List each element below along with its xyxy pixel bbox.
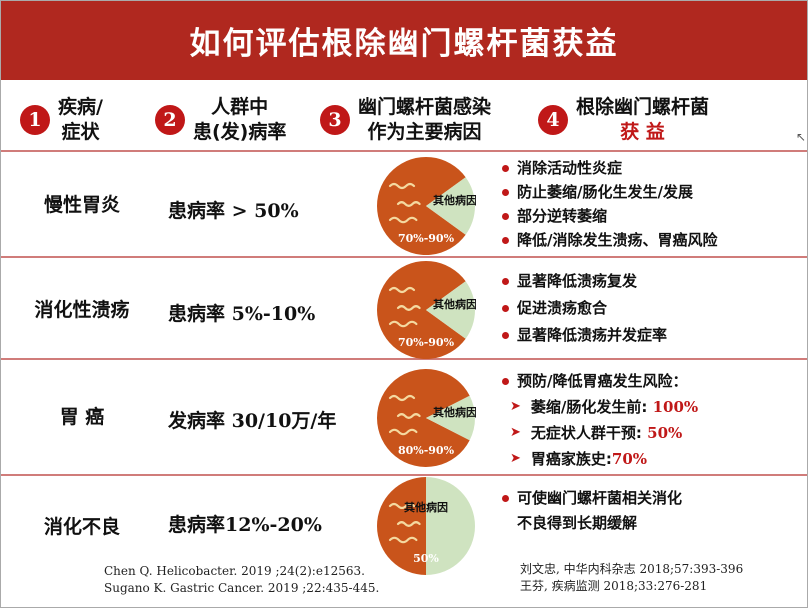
bacteria-icon (396, 413, 421, 419)
bacteria-icon (388, 394, 416, 402)
references-cn: 刘文忠, 中华内科杂志 2018;57:393-396 王芬, 疾病监测 201… (520, 562, 744, 593)
header-cause-line2: 作为主要病因 (367, 121, 482, 143)
rate-label: 患病率 5%-10% (168, 303, 316, 325)
pie-svg: 其他病因 80%-90% (377, 369, 477, 467)
list-item: ➤ 无症状人群干预: 50% (510, 424, 683, 442)
header-rate: 2 人群中 患(发)病率 (155, 92, 286, 148)
number-badge-1: 1 (20, 105, 50, 135)
disease-label: 消化不良 (43, 516, 120, 538)
rate-label: 发病率 30/10万/年 (168, 410, 337, 432)
pie-label-main: 50% (413, 552, 439, 565)
header-disease-line1: 疾病/ (58, 96, 103, 118)
pie-slice-other (426, 281, 475, 339)
bacteria-icon (396, 201, 421, 207)
header-disease: 1 疾病/ 症状 (20, 92, 103, 148)
row-divider (0, 358, 808, 360)
list-item: ➤ 胃癌家族史: 70% (510, 450, 648, 468)
bacteria-icon (388, 428, 418, 436)
list-item: 不良得到长期缓解 (517, 514, 638, 532)
rate-label: 患病率 > 50% (168, 200, 299, 222)
benefit-list: 显著降低溃疡复发 促进溃疡愈合 显著降低溃疡并发症率 (502, 268, 667, 349)
pie-chart: 其他病因 50% (376, 476, 476, 580)
header-rate-line1: 人群中 (211, 96, 269, 118)
header-disease-line2: 症状 (61, 121, 100, 143)
pie-chart: 其他病因 70%-90% (376, 260, 477, 364)
bacteria-icon (396, 521, 421, 527)
page-title: 如何评估根除幽门螺杆菌获益 (189, 25, 619, 62)
pie-slice-helicobacter (377, 261, 466, 359)
header-benefit-line2: 获 益 (620, 121, 665, 143)
list-item: 防止萎缩/肠化生发生/发展 (502, 180, 717, 204)
pie-label-other: 其他病因 (404, 500, 448, 514)
bacteria-icon (388, 536, 418, 544)
list-item: 促进溃疡愈合 (502, 295, 667, 322)
pie-chart: 其他病因 70%-90% (376, 156, 477, 260)
title-bar: 如何评估根除幽门螺杆菌获益 (0, 0, 808, 80)
list-item: 降低/消除发生溃疡、胃癌风险 (502, 228, 717, 252)
disease-label: 胃 癌 (59, 406, 105, 428)
pie-slice-helicobacter (377, 477, 426, 575)
pie-slice-other (426, 177, 475, 235)
number-badge-4: 4 (538, 105, 568, 135)
pie-svg: 其他病因 70%-90% (377, 157, 477, 255)
row-divider (0, 474, 808, 476)
header-benefit: 4 根除幽门螺杆菌 获 益 (538, 92, 709, 148)
disease-label: 慢性胃炎 (43, 194, 120, 216)
pie-slice-other (426, 395, 475, 441)
list-item: ➤ 萎缩/肠化发生前: 100% (510, 398, 699, 416)
benefit-list: 消除活动性炎症 防止萎缩/肠化生发生/发展 部分逆转萎缩 降低/消除发生溃疡、胃… (502, 156, 717, 252)
mouse-cursor-icon: ↖ (796, 130, 807, 144)
bacteria-icon (388, 286, 416, 294)
header-benefit-line1: 根除幽门螺杆菌 (576, 96, 710, 118)
pie-svg: 其他病因 50% (377, 477, 475, 575)
bacteria-icon (388, 216, 418, 224)
pie-label-main: 70%-90% (398, 232, 455, 245)
pie-label-main: 70%-90% (398, 336, 455, 349)
bacteria-icon (396, 305, 421, 311)
header-cause: 3 幽门螺杆菌感染 作为主要病因 (320, 92, 491, 148)
pie-label-other: 其他病因 (433, 405, 476, 419)
rate-label: 患病率12%-20% (168, 514, 322, 536)
number-badge-2: 2 (155, 105, 185, 135)
row-divider (0, 150, 808, 152)
list-item: 消除活动性炎症 (502, 156, 717, 180)
pie-svg: 其他病因 70%-90% (377, 261, 477, 359)
bacteria-icon (388, 502, 416, 510)
bacteria-icon (388, 182, 416, 190)
pie-slice-helicobacter (377, 369, 470, 467)
benefit-list: 预防/降低胃癌发生风险： ➤ 萎缩/肠化发生前: 100% ➤ 无症状人群干预: 5… (502, 368, 698, 472)
disease-label: 消化性溃疡 (34, 299, 130, 321)
header-rate-line2: 患(发)病率 (193, 121, 287, 143)
pie-chart: 其他病因 80%-90% (376, 368, 477, 472)
list-item: 部分逆转萎缩 (502, 204, 717, 228)
row-divider (0, 256, 808, 258)
list-item: 预防/降低胃癌发生风险： (502, 368, 698, 394)
bacteria-icon (388, 320, 418, 328)
number-badge-3: 3 (320, 105, 350, 135)
pie-slice-other (426, 477, 475, 575)
pie-slice-helicobacter (377, 157, 466, 255)
pie-label-main: 80%-90% (398, 444, 455, 457)
pie-label-other: 其他病因 (433, 193, 476, 207)
header-cause-line1: 幽门螺杆菌感染 (358, 96, 492, 118)
pie-label-other: 其他病因 (433, 297, 476, 311)
benefit-list: 可使幽门螺杆菌相关消化 不良得到长期缓解 (502, 486, 682, 536)
list-item: 可使幽门螺杆菌相关消化 (502, 486, 682, 511)
list-item: 显著降低溃疡复发 (502, 268, 667, 295)
list-item: 显著降低溃疡并发症率 (502, 322, 667, 349)
references-en: Chen Q. Helicobacter. 2019 ;24(2):e12563… (104, 564, 380, 595)
